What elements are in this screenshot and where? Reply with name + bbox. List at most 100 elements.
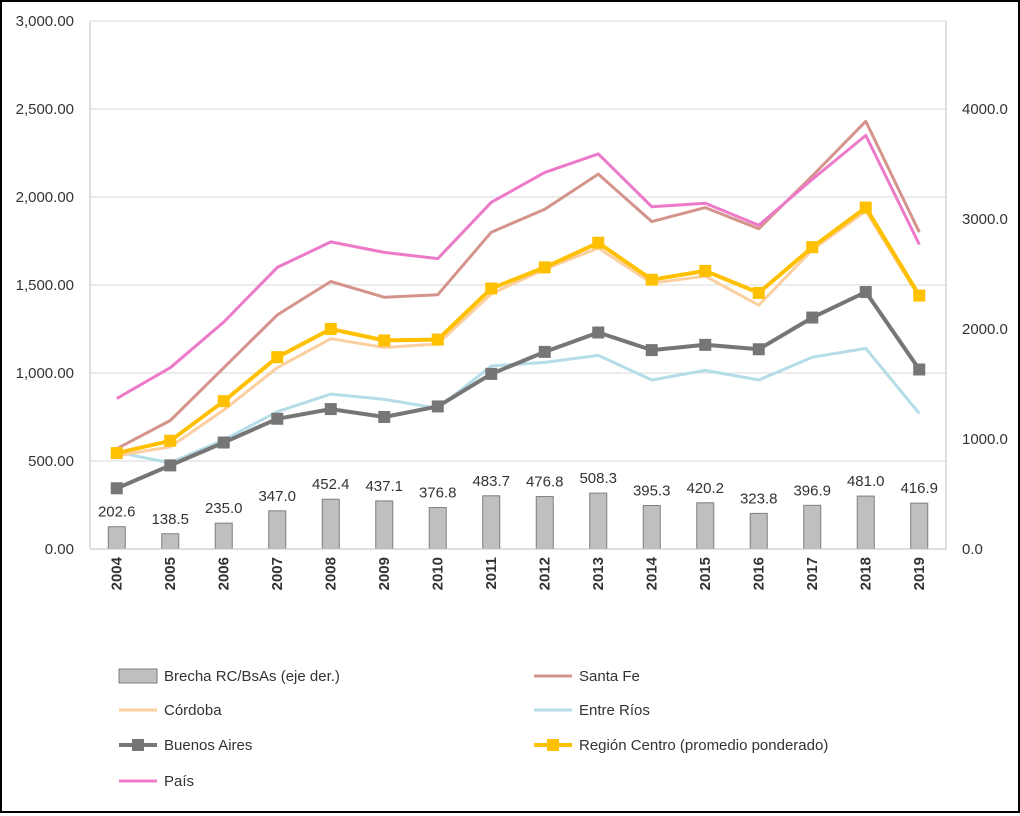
- bar-data-label: 395.3: [633, 483, 671, 500]
- legend-item: Buenos Aires: [119, 737, 252, 754]
- series-marker: [592, 236, 605, 249]
- series-line: [116, 209, 921, 458]
- legend-label: Córdoba: [164, 702, 222, 719]
- series-line: [116, 290, 921, 491]
- left-tick-label: 1,000.00: [16, 365, 74, 382]
- series-marker: [806, 311, 819, 324]
- x-tick-label: 2013: [590, 557, 607, 590]
- right-tick-label: 2000.0: [962, 321, 1008, 338]
- bar-data-label: 483.7: [472, 473, 510, 490]
- legend-label: Brecha RC/BsAs (eje der.): [164, 668, 340, 685]
- bar-data-label: 437.1: [365, 478, 403, 495]
- x-axis: 2004 2005 2006 2007 2008 2009 2010 2011 2012 2013…: [90, 548, 946, 590]
- series-marker: [859, 201, 872, 214]
- left-tick-label: 2,500.00: [16, 101, 74, 118]
- legend-label: Buenos Aires: [164, 737, 252, 754]
- series-marker: [859, 286, 872, 299]
- left-tick-label: 2,000.00: [16, 189, 74, 206]
- bar: [749, 512, 768, 550]
- bar-data-label: 416.9: [900, 480, 938, 497]
- bar: [214, 522, 233, 550]
- series-marker: [271, 351, 284, 364]
- legend-label: Santa Fe: [579, 668, 640, 685]
- bar: [856, 495, 875, 550]
- bar: [589, 492, 608, 550]
- bar-data-label: 202.6: [98, 504, 136, 521]
- bar-data-label: 138.5: [151, 511, 189, 528]
- series-line: [116, 133, 921, 400]
- x-tick-label: 2007: [269, 557, 286, 590]
- series-marker: [592, 326, 605, 339]
- bar: [107, 526, 126, 550]
- right-axis: 0.0 1000.0 2000.0 3000.0 4000.0: [945, 21, 1008, 558]
- bar-data-label: 376.8: [419, 485, 457, 502]
- x-tick-label: 2012: [536, 557, 553, 590]
- x-tick-label: 2010: [429, 557, 446, 590]
- series-marker: [699, 338, 712, 351]
- series-marker: [913, 289, 926, 302]
- series-marker: [431, 400, 444, 413]
- bar: [321, 498, 340, 550]
- bar-data-label: 323.8: [740, 490, 778, 507]
- series-marker: [110, 482, 123, 495]
- series-marker: [752, 343, 765, 356]
- legend-item: Córdoba: [119, 702, 222, 719]
- series-marker: [485, 282, 498, 295]
- x-tick-label: 2017: [804, 557, 821, 590]
- series-marker: [271, 412, 284, 425]
- x-tick-label: 2005: [162, 557, 179, 590]
- series-marker: [110, 447, 123, 460]
- bar-data-label: 481.0: [847, 473, 885, 490]
- bar: [535, 496, 554, 550]
- series-marker: [485, 367, 498, 380]
- bar-data-label: 235.0: [205, 500, 243, 517]
- bar: [910, 502, 929, 550]
- series-marker: [538, 261, 551, 274]
- line-series: [110, 119, 926, 495]
- legend-marker: [132, 739, 144, 751]
- bar: [428, 507, 447, 550]
- legend-item: Entre Ríos: [534, 702, 650, 719]
- x-tick-label: 2004: [108, 556, 125, 590]
- series-marker: [645, 344, 658, 357]
- left-tick-label: 1,500.00: [16, 277, 74, 294]
- bar-data-label: 347.0: [258, 488, 296, 505]
- bar-data-label: 420.2: [686, 480, 724, 497]
- bar: [642, 505, 661, 550]
- x-tick-label: 2009: [376, 557, 393, 590]
- left-axis: 0.00 500.00 1,000.00 1,500.00 2,000.00 2,500.…: [16, 13, 91, 558]
- bar-data-labels: 202.6 138.5 235.0 347.0 452.4 437.1 376.8 483.7…: [98, 470, 938, 528]
- x-tick-label: 2019: [911, 557, 928, 590]
- left-tick-label: 500.00: [28, 453, 74, 470]
- right-tick-label: 0.0: [962, 541, 983, 558]
- series-marker: [806, 241, 819, 254]
- series-marker: [645, 273, 658, 286]
- legend-marker: [547, 739, 559, 751]
- series-marker: [217, 436, 230, 449]
- bar-data-label: 476.8: [526, 474, 564, 491]
- series-marker: [752, 286, 765, 299]
- legend: Brecha RC/BsAs (eje der.) Santa Fe Córdoba…: [118, 668, 828, 790]
- x-tick-label: 2011: [483, 557, 500, 590]
- bar: [375, 500, 394, 550]
- legend-item: País: [119, 773, 194, 790]
- x-tick-label: 2018: [857, 557, 874, 590]
- series-marker: [164, 459, 177, 472]
- legend-item: Brecha RC/BsAs (eje der.): [118, 668, 340, 685]
- series-marker: [378, 334, 391, 347]
- bar-data-label: 396.9: [793, 482, 831, 499]
- series-marker: [378, 411, 391, 423]
- right-tick-label: 1000.0: [962, 431, 1008, 448]
- series-marker: [913, 363, 926, 376]
- series-marker: [431, 333, 444, 346]
- series-marker: [324, 323, 337, 335]
- series-marker: [217, 395, 230, 408]
- series-marker: [699, 264, 712, 277]
- series-line: [116, 205, 922, 456]
- x-tick-label: 2008: [322, 557, 339, 590]
- series-marker: [538, 345, 551, 358]
- x-tick-label: 2014: [643, 556, 660, 590]
- legend-item: Santa Fe: [534, 668, 640, 685]
